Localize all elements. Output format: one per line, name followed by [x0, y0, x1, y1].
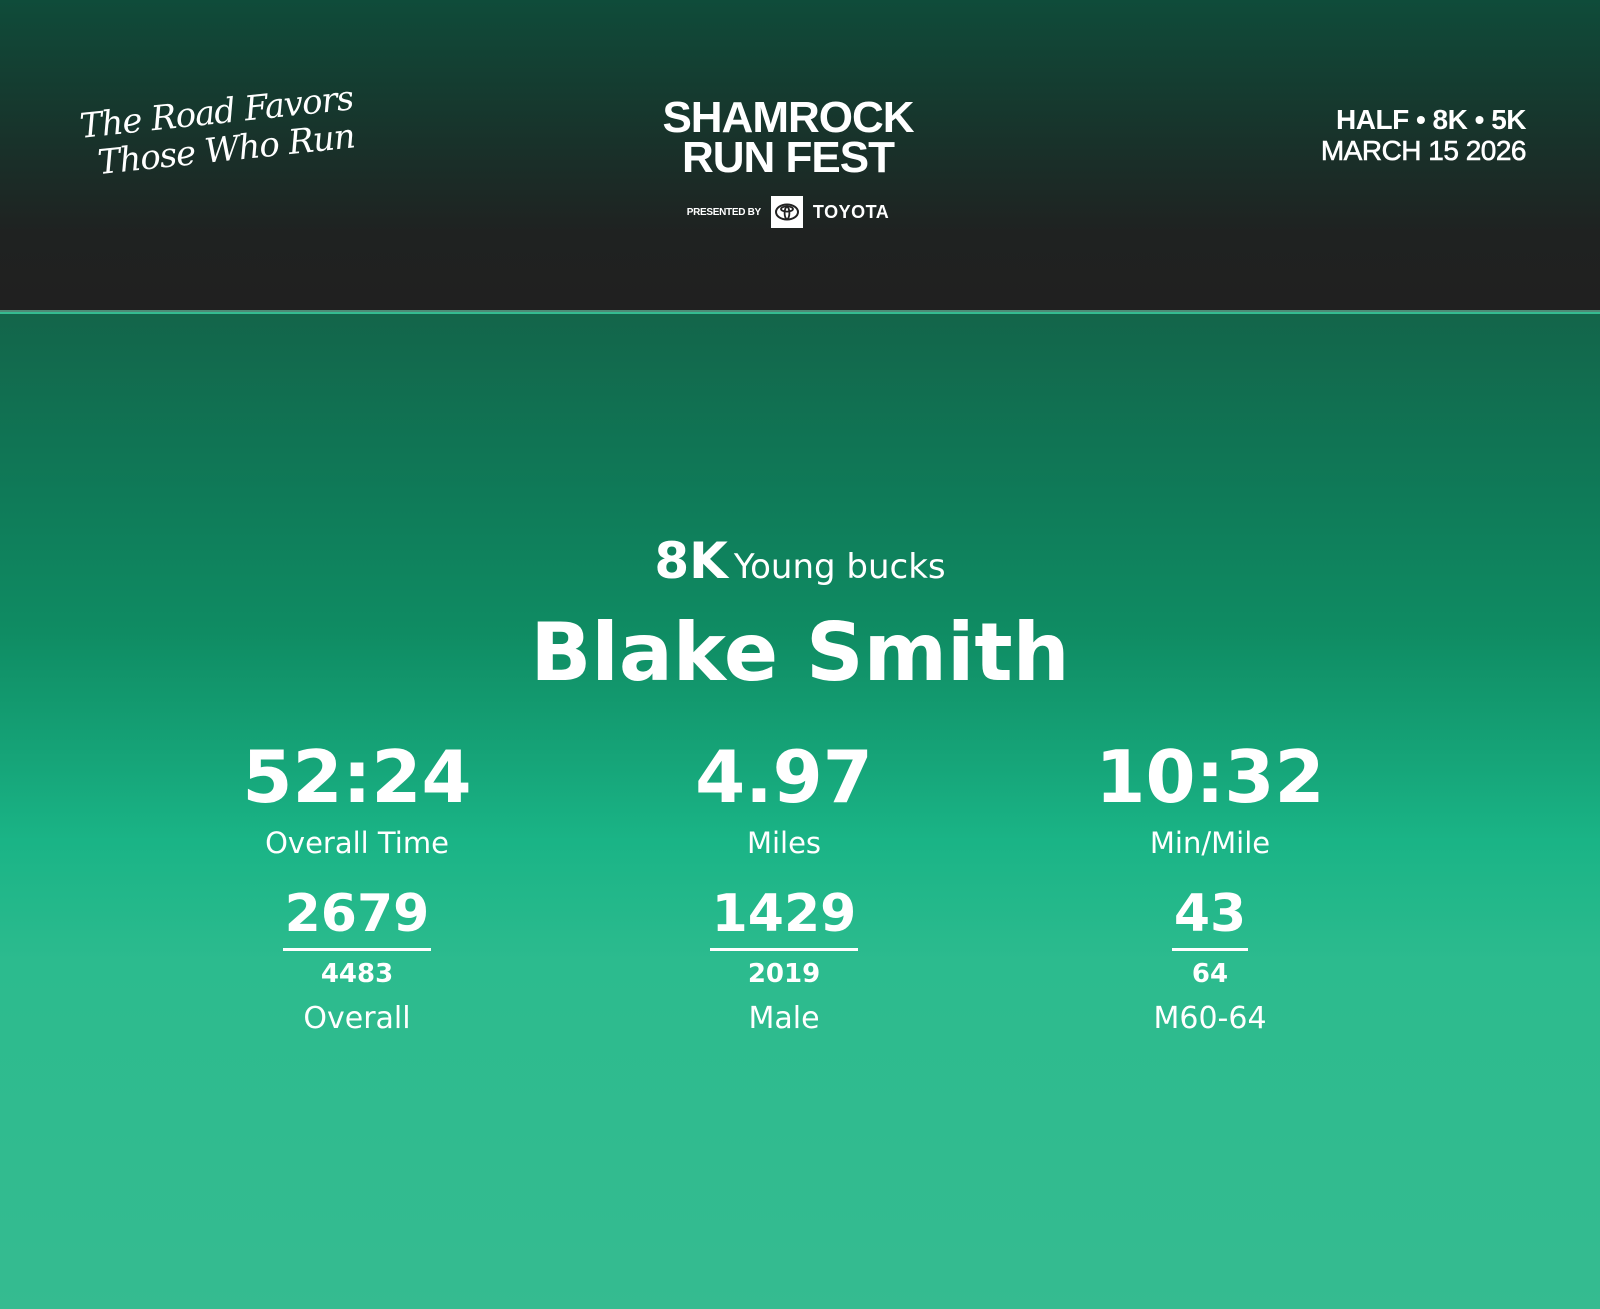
toyota-logo-icon: [770, 196, 803, 228]
stat-value: 10:32: [1095, 735, 1325, 819]
stat-value: 52:24: [242, 735, 472, 819]
header: The Road Favors Those Who Run SHAMROCK R…: [0, 0, 1600, 312]
rank-label: Overall: [303, 1001, 411, 1036]
stat-value: 4.97: [695, 735, 873, 819]
rank-label: Male: [748, 1001, 820, 1036]
event-date: MARCH 15 2026: [1320, 135, 1527, 167]
event-distances: HALF • 8K • 5K: [1336, 104, 1526, 135]
result-card: 8K Young bucks Blake Smith 52:24 Overall …: [0, 314, 1600, 1309]
rank-value: 43: [1171, 884, 1249, 951]
stat-pace: 10:32 Min/Mile 43 64 M60-64: [1000, 734, 1420, 1036]
rank-total: 2019: [747, 959, 821, 989]
stat-overall-time: 52:24 Overall Time 2679 4483 Overall: [147, 734, 567, 1036]
runner-name: Blake Smith: [530, 606, 1070, 699]
stat-label: Min/Mile: [1149, 826, 1271, 860]
logo-line-1: SHAMROCK: [662, 93, 914, 142]
rank-total: 4483: [320, 959, 394, 989]
stat-label: Overall Time: [265, 826, 449, 860]
event-info: HALF • 8K • 5K MARCH 15 2026: [1320, 104, 1527, 167]
race-heading: 8K Young bucks: [0, 532, 1600, 590]
race-distance: 8K: [654, 532, 728, 590]
rank-value: 1429: [709, 884, 859, 951]
event-logo: SHAMROCK RUN FEST PRESENTED BY TOYOTA: [600, 93, 976, 228]
tagline: The Road Favors Those Who Run: [78, 78, 359, 183]
stat-miles: 4.97 Miles 1429 2019 Male: [574, 734, 994, 1036]
presented-by: PRESENTED BY TOYOTA: [600, 196, 976, 228]
rank-total: 64: [1191, 959, 1229, 989]
logo-line-2: RUN FEST: [682, 133, 895, 182]
sponsor-name: TOYOTA: [812, 201, 890, 222]
stat-label: Miles: [746, 826, 822, 860]
rank-value: 2679: [282, 884, 432, 951]
rank-label: M60-64: [1153, 1001, 1267, 1036]
race-category: Young bucks: [733, 547, 946, 587]
presented-by-label: PRESENTED BY: [686, 206, 762, 218]
